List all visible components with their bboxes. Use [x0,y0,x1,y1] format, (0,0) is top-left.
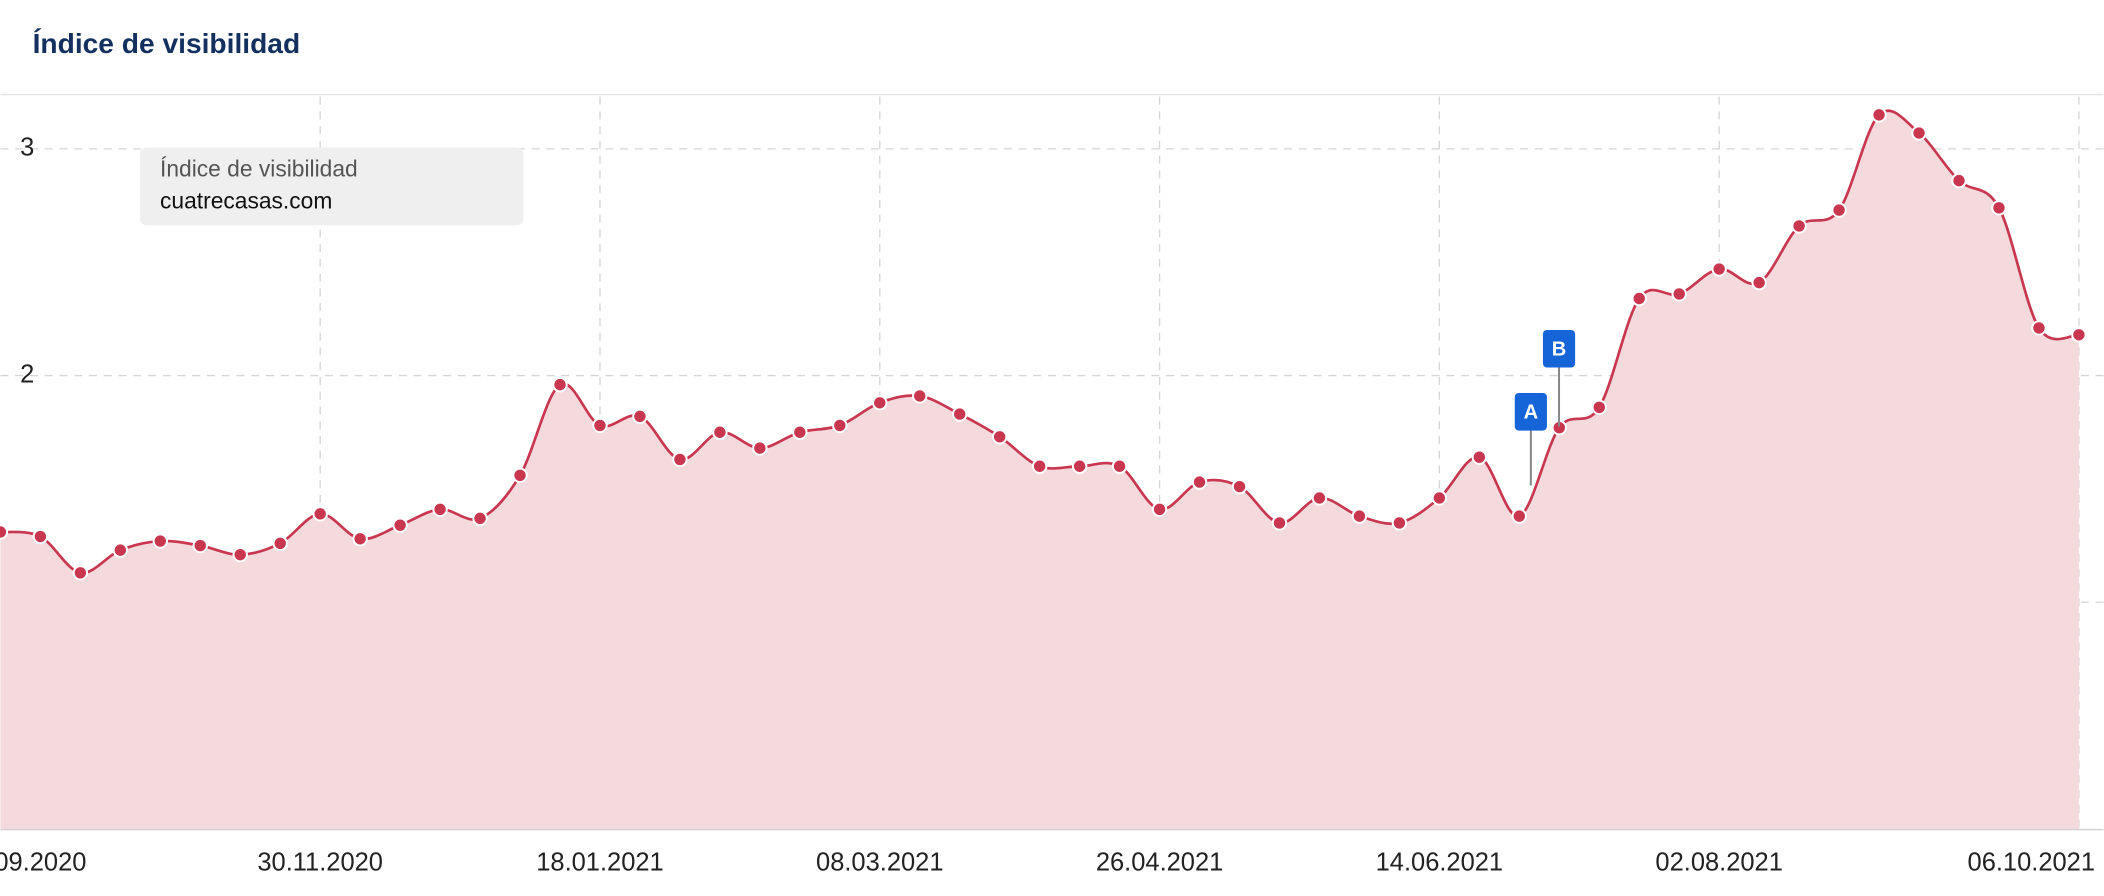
x-tick-label: 02.08.2021 [1655,849,1782,877]
point [0,524,9,540]
point [1991,200,2007,216]
annotation-label: B [1552,338,1567,360]
point [1671,286,1687,302]
point [512,467,528,484]
point [912,388,928,404]
annotation-flag [1542,329,1576,368]
point [352,531,368,547]
point [552,376,568,393]
point [1791,218,1807,234]
x-tick-label: 06.10.2021 [1968,849,2095,877]
x-tick-label: 08.03.2021 [816,849,943,877]
point [1191,474,1208,490]
point [1151,501,1168,518]
point [1471,449,1488,465]
point [192,537,208,554]
y-tick-label: 2 [20,360,34,388]
point [1231,478,1248,495]
point [592,417,608,434]
x-tick-label: 30.11.2020 [257,849,383,877]
point [312,506,328,522]
point [1311,490,1328,506]
point [1631,290,1647,307]
legend-entry: cuatrecasas.com [160,188,332,214]
x-tick-label: 09.2020 [0,849,86,877]
point [232,546,248,563]
point [1591,399,1607,416]
legend-box [139,147,524,226]
point [1031,458,1048,474]
point [72,565,89,581]
point [1071,458,1088,474]
point [752,440,768,456]
point [952,406,968,422]
point [432,501,448,518]
point [712,424,728,440]
plot: 12309.202030.11.202018.01.202108.03.2021… [0,96,2104,877]
widget-title: Índice de visibilidad [33,28,301,59]
point [392,517,408,533]
point [472,510,488,527]
point [2031,320,2047,336]
point [1911,125,1927,141]
point [672,451,688,468]
point [1391,515,1408,531]
point [872,395,888,411]
y-tick-label: 3 [20,134,34,162]
point [1751,274,1767,291]
point [1711,261,1727,277]
legend-title: Índice de visibilidad [160,155,358,181]
point [272,535,288,552]
x-tick-label: 26.04.2021 [1096,849,1223,877]
point [32,528,49,545]
point [1111,458,1128,474]
point [2071,327,2087,343]
x-tick-label: 18.01.2021 [536,849,663,877]
point [1951,172,1967,189]
point [832,417,848,434]
annotation-flag [1514,393,1547,431]
point [632,408,648,425]
annotation-label: A [1524,401,1539,423]
x-tick-label: 14.06.2021 [1376,849,1503,877]
point [112,542,129,558]
point [1831,202,1847,218]
point [991,429,1008,445]
point [1511,508,1528,524]
point [152,533,169,549]
point [792,424,808,440]
point [1431,490,1448,506]
point [1271,515,1288,531]
point [1351,508,1368,524]
point [1871,107,1887,123]
